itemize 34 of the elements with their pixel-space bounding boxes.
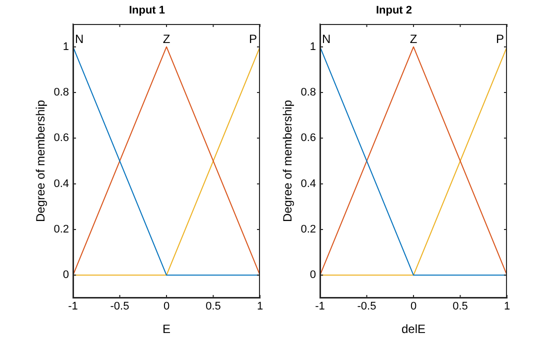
x-tick-label: 0 [163,300,170,313]
series-label: P [248,32,257,46]
y-tick-label: 0.4 [54,178,69,190]
chart-title: Input 2 [376,4,412,17]
y-tick-label: 0.2 [300,224,316,236]
y-tick-label: 0.2 [54,224,69,236]
x-tick-label: 1 [256,300,264,313]
x-tick-label: -0.5 [110,300,130,313]
y-tick-label: 0.8 [54,86,69,99]
y-tick-label: 0.6 [300,132,316,144]
y-axis-title: Degree of membership [280,100,295,222]
series-label: Z [162,32,170,46]
series-label: Z [410,32,418,46]
x-tick-label: -1 [68,300,78,313]
y-tick-label: 0 [62,269,69,282]
chart-title: Input 1 [128,4,166,17]
x-tick-label: 0 [410,300,417,313]
x-axis-title: E [162,322,171,336]
x-tick-label: 1 [504,300,510,313]
x-axis-title: delE [401,322,426,336]
series-label: P [496,32,504,46]
x-tick-label: 0.5 [452,300,468,313]
y-tick-label: 0.6 [54,132,69,144]
series-label: N [75,32,84,46]
y-tick-label: 0.4 [300,178,316,190]
series-label: N [322,32,331,46]
y-tick-label: 0 [310,269,316,282]
y-tick-label: 1 [62,40,69,53]
y-tick-label: 1 [310,40,316,53]
x-tick-label: -0.5 [357,300,376,313]
x-tick-label: -1 [315,300,325,313]
y-axis-title: Degree of membership [34,100,48,222]
y-tick-label: 0.8 [300,86,316,99]
x-tick-label: 0.5 [206,300,221,313]
